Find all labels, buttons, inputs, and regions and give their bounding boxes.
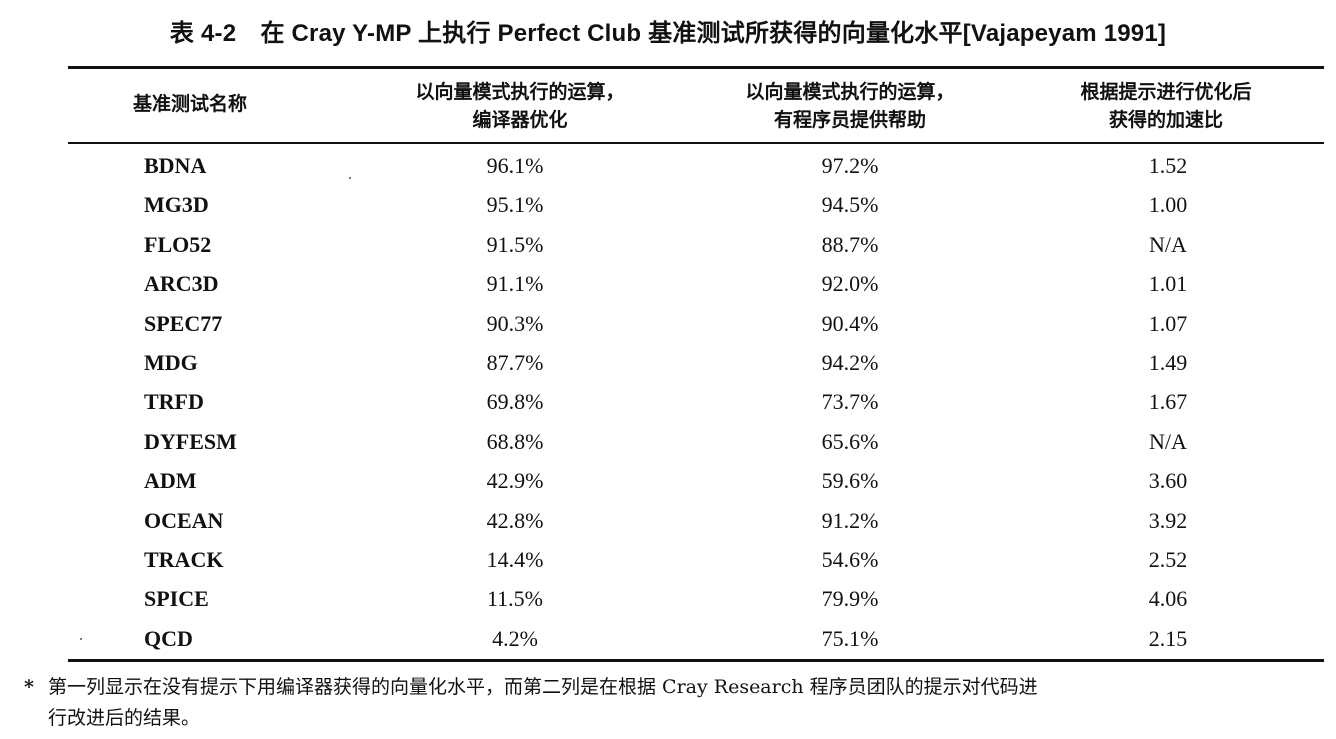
speedup-cell: 1.52	[1148, 153, 1188, 178]
compiler-vectorization-cell: 42.9%	[486, 468, 544, 494]
compiler-vectorization-cell: 95.1%	[486, 192, 544, 218]
table-caption: 表 4-2 在 Cray Y-MP 上执行 Perfect Club 基准测试所…	[169, 20, 1167, 47]
column-header-benchmark-line1: 基准测试名称	[132, 93, 247, 115]
benchmark-name-cell: MG3D	[144, 192, 209, 218]
benchmark-name-cell: TRFD	[144, 389, 204, 415]
table-row: QCD 4.2% 75.1% 2.15	[0, 619, 1336, 658]
column-header-speedup-line1: 根据提示进行优化后	[1080, 81, 1252, 103]
speedup-cell: 1.00	[1148, 192, 1188, 218]
compiler-vectorization-cell: 91.1%	[486, 271, 544, 297]
table-bottom-rule	[68, 659, 1324, 662]
table-header-rule	[68, 142, 1324, 144]
benchmark-name-cell: FLO52	[144, 231, 212, 257]
column-header-programmer-line2: 有程序员提供帮助	[773, 109, 926, 131]
print-speck	[349, 177, 351, 179]
column-header-benchmark: 基准测试名称	[90, 90, 290, 118]
column-header-speedup: 根据提示进行优化后 获得的加速比	[1016, 78, 1316, 134]
speedup-cell: N/A	[1149, 231, 1187, 257]
compiler-vectorization-cell: 96.1%	[486, 153, 544, 178]
column-header-compiler-line2: 编译器优化	[472, 109, 568, 131]
benchmark-name-cell: MDG	[144, 349, 198, 375]
benchmark-name-cell: QCD	[144, 625, 193, 651]
speedup-cell: 1.07	[1148, 310, 1188, 336]
programmer-vectorization-cell: 59.6%	[821, 468, 879, 494]
speedup-cell: 4.06	[1148, 586, 1188, 612]
compiler-vectorization-cell: 68.8%	[486, 428, 544, 454]
benchmark-name-cell: SPICE	[144, 586, 209, 612]
compiler-vectorization-cell: 11.5%	[486, 586, 543, 612]
programmer-vectorization-cell: 94.5%	[821, 192, 879, 218]
speedup-cell: N/A	[1149, 428, 1187, 454]
programmer-vectorization-cell: 88.7%	[821, 231, 879, 257]
table-body: BDNA 96.1% 97.2% 1.52 MG3D 95.1% 94.5% 1.00 FLO5…	[0, 146, 1336, 658]
compiler-vectorization-cell: 91.5%	[486, 231, 544, 257]
speedup-cell: 3.92	[1148, 507, 1188, 533]
table-row: SPICE 11.5% 79.9% 4.06	[0, 579, 1336, 618]
compiler-vectorization-cell: 14.4%	[486, 546, 544, 572]
table-row: BDNA 96.1% 97.2% 1.52	[0, 146, 1336, 185]
speedup-cell: 2.52	[1148, 546, 1188, 572]
compiler-vectorization-cell: 4.2%	[492, 625, 538, 651]
table-row: DYFESM 68.8% 65.6% N/A	[0, 422, 1336, 461]
compiler-vectorization-cell: 87.7%	[486, 349, 544, 375]
programmer-vectorization-cell: 97.2%	[821, 153, 879, 178]
programmer-vectorization-cell: 90.4%	[821, 310, 879, 336]
programmer-vectorization-cell: 91.2%	[821, 507, 879, 533]
speedup-cell: 2.15	[1148, 625, 1188, 651]
table-top-rule	[68, 66, 1324, 69]
column-header-programmer-vectorization: 以向量模式执行的运算， 有程序员提供帮助	[700, 78, 1000, 134]
speedup-cell: 1.49	[1148, 349, 1188, 375]
column-header-programmer-line1: 以向量模式执行的运算，	[745, 81, 955, 103]
table-row: MDG 87.7% 94.2% 1.49	[0, 343, 1336, 382]
benchmark-name-cell: BDNA	[144, 153, 207, 178]
compiler-vectorization-cell: 69.8%	[486, 389, 544, 415]
speedup-cell: 3.60	[1148, 468, 1188, 494]
benchmark-name-cell: OCEAN	[144, 507, 224, 533]
table-row: ARC3D 91.1% 92.0% 1.01	[0, 264, 1336, 303]
table-row: OCEAN 42.8% 91.2% 3.92	[0, 501, 1336, 540]
speedup-cell: 1.67	[1148, 389, 1188, 415]
table-row: TRACK 14.4% 54.6% 2.52	[0, 540, 1336, 579]
benchmark-name-cell: ARC3D	[144, 271, 219, 297]
footnote-mark: *	[24, 676, 34, 698]
programmer-vectorization-cell: 73.7%	[821, 389, 879, 415]
programmer-vectorization-cell: 79.9%	[821, 586, 879, 612]
programmer-vectorization-cell: 75.1%	[821, 625, 879, 651]
programmer-vectorization-cell: 65.6%	[821, 428, 879, 454]
footnote-line2: 行改进后的结果。	[48, 707, 201, 729]
table-row: ADM 42.9% 59.6% 3.60	[0, 461, 1336, 500]
compiler-vectorization-cell: 90.3%	[486, 310, 544, 336]
benchmark-name-cell: TRACK	[144, 546, 224, 572]
programmer-vectorization-cell: 94.2%	[821, 349, 879, 375]
table-row: FLO52 91.5% 88.7% N/A	[0, 225, 1336, 264]
print-speck	[80, 638, 82, 640]
column-header-compiler-line1: 以向量模式执行的运算，	[415, 81, 625, 103]
compiler-vectorization-cell: 42.8%	[486, 507, 544, 533]
benchmark-name-cell: SPEC77	[144, 310, 223, 336]
table-row: TRFD 69.8% 73.7% 1.67	[0, 382, 1336, 421]
table-footnote: * 第一列显示在没有提示下用编译器获得的向量化水平，而第二列是在根据 Cray R…	[24, 672, 1324, 734]
column-header-compiler-vectorization: 以向量模式执行的运算， 编译器优化	[370, 78, 670, 134]
table-row: SPEC77 90.3% 90.4% 1.07	[0, 304, 1336, 343]
speedup-cell: 1.01	[1148, 271, 1188, 297]
benchmark-name-cell: DYFESM	[144, 428, 237, 454]
column-header-speedup-line2: 获得的加速比	[1108, 109, 1223, 131]
programmer-vectorization-cell: 54.6%	[821, 546, 879, 572]
benchmark-name-cell: ADM	[144, 468, 197, 494]
programmer-vectorization-cell: 92.0%	[821, 271, 879, 297]
footnote-line1: 第一列显示在没有提示下用编译器获得的向量化水平，而第二列是在根据 Cray Re…	[48, 676, 1038, 698]
table-row: MG3D 95.1% 94.5% 1.00	[0, 185, 1336, 224]
